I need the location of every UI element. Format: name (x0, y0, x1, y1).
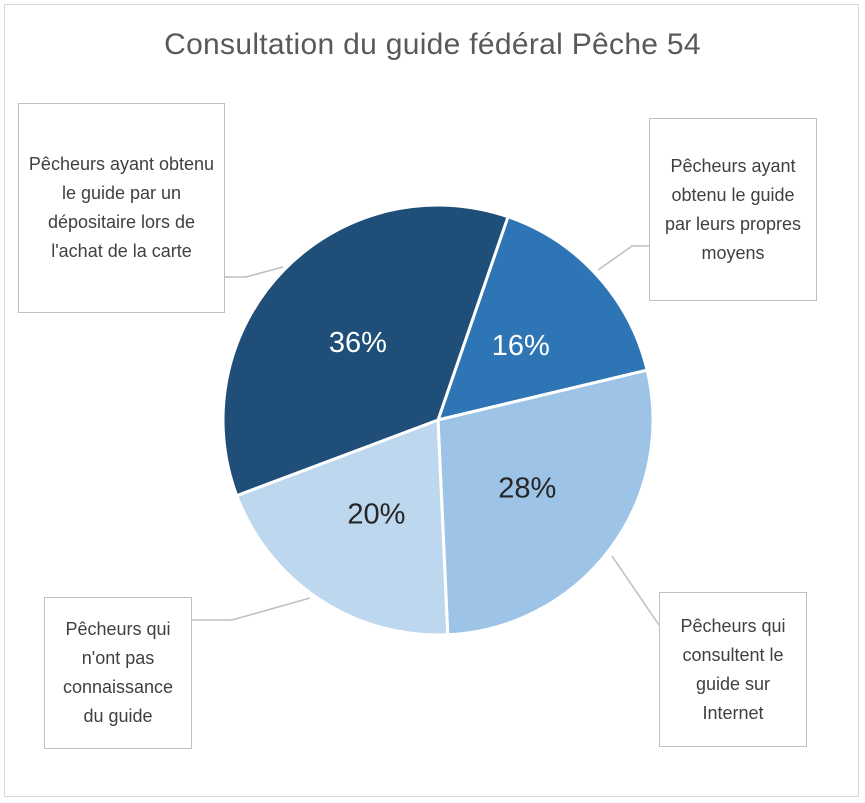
leader-propres-moyens (597, 245, 649, 271)
callout-pas-connaissance: Pêcheurs qui n'ont pas connaissance du g… (44, 597, 192, 749)
chart-title: Consultation du guide fédéral Pêche 54 (164, 28, 701, 61)
label-20: 20% (347, 498, 405, 530)
callout-propres-moyens: Pêcheurs ayant obtenu le guide par leurs… (649, 118, 817, 301)
label-28: 28% (498, 472, 556, 504)
leader-pas-connaissance (192, 597, 311, 621)
slice-propres-moyens (435, 214, 649, 423)
slice-pas-connaissance (234, 417, 450, 637)
slice-depositaire (221, 203, 510, 498)
callout-internet: Pêcheurs qui consultent le guide sur Int… (659, 592, 807, 747)
leader-internet (611, 555, 660, 626)
callout-depositaire: Pêcheurs ayant obtenu le guide par un dé… (18, 103, 225, 313)
leader-depositaire (225, 266, 284, 278)
slice-internet (436, 368, 655, 637)
label-16: 16% (492, 330, 550, 362)
label-36: 36% (329, 327, 387, 359)
